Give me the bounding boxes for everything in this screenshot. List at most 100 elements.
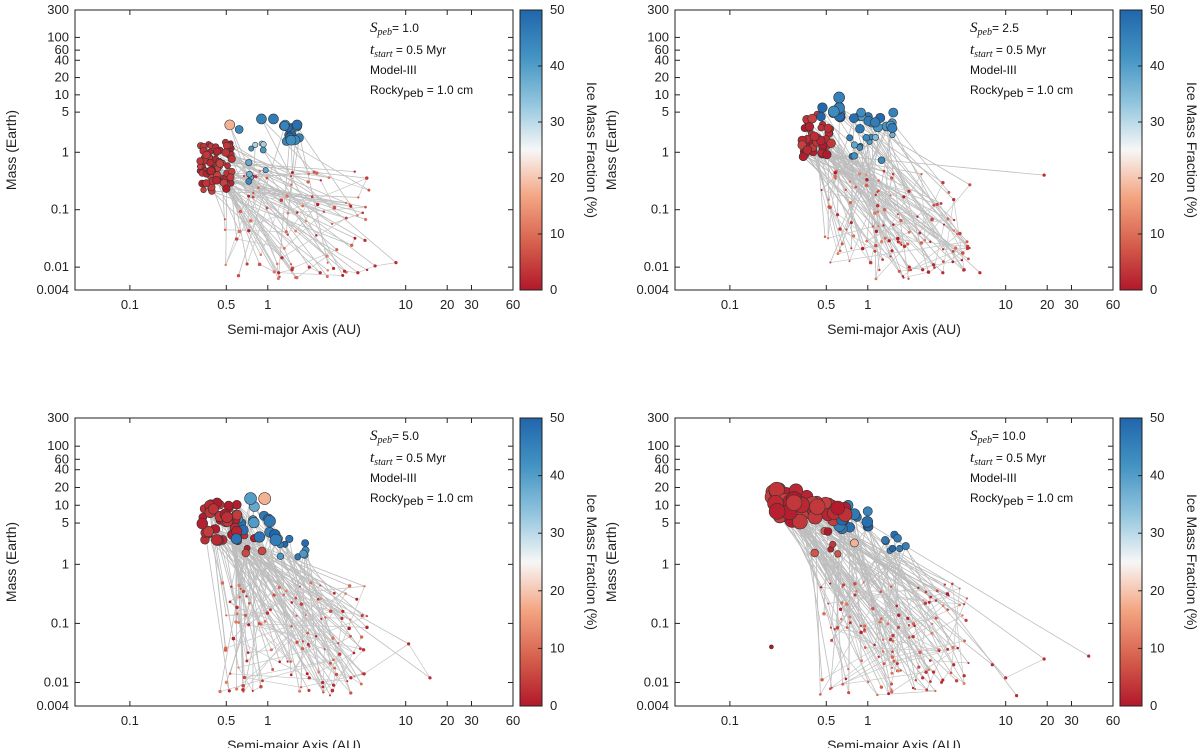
track-line: [308, 644, 352, 694]
track-line: [882, 604, 960, 641]
track-line: [236, 607, 262, 687]
small-body-point: [317, 670, 321, 674]
planet-point: [888, 544, 897, 553]
track-line: [291, 602, 363, 616]
small-body-point: [257, 262, 262, 267]
small-body-point: [348, 634, 352, 638]
track-line: [207, 531, 223, 584]
small-body-point: [394, 260, 398, 265]
small-body-point: [859, 630, 863, 635]
small-body-point: [967, 257, 970, 261]
track-line: [238, 518, 244, 686]
track-line: [316, 172, 369, 191]
track-line: [253, 192, 351, 207]
small-body-point: [913, 624, 916, 628]
colorbar: [519, 417, 543, 707]
track-line: [260, 172, 293, 255]
small-body-point: [861, 246, 865, 251]
small-body-point: [952, 197, 956, 202]
small-body-point: [348, 618, 352, 621]
small-body-point: [239, 587, 242, 591]
planet-point: [855, 123, 865, 134]
planet-point: [822, 150, 832, 160]
track-line: [834, 545, 907, 630]
track-line: [219, 659, 334, 692]
small-body-point: [879, 685, 884, 689]
planet-point: [768, 503, 786, 520]
y-tick-label: 20: [655, 70, 669, 85]
track-line: [820, 586, 924, 601]
track-line: [866, 203, 942, 242]
small-body-point: [873, 211, 877, 215]
small-body-point: [295, 211, 299, 214]
small-body-point: [822, 611, 826, 616]
track-line: [216, 539, 275, 596]
small-body-point: [319, 179, 322, 182]
planet-point: [221, 511, 233, 524]
y-tick-label: 0.004: [636, 282, 669, 297]
small-body-point: [962, 674, 966, 678]
small-body-point: [833, 174, 837, 179]
small-body-point: [867, 680, 870, 684]
track-line: [238, 585, 340, 655]
small-body-point: [304, 614, 307, 617]
small-body-point: [344, 216, 348, 220]
track-line: [834, 628, 893, 653]
colorbar-tick-label: 40: [1150, 468, 1164, 483]
small-body-point: [929, 595, 933, 599]
small-body-point: [853, 582, 857, 586]
track-line: [867, 526, 965, 684]
t-start-symbol: t: [370, 450, 375, 466]
small-body-point: [871, 225, 874, 228]
small-body-point: [365, 625, 369, 630]
track-line: [239, 596, 291, 662]
small-body-point: [978, 271, 982, 275]
small-body-point: [914, 679, 918, 682]
small-body-point: [890, 249, 894, 253]
planet-point: [823, 527, 833, 536]
small-body-point: [247, 229, 251, 233]
small-body-point: [965, 597, 969, 600]
track-line: [232, 177, 279, 279]
small-body-point: [874, 277, 878, 281]
small-body-point: [220, 581, 225, 585]
small-body-point: [908, 636, 911, 639]
small-body-point: [833, 171, 838, 175]
track-line: [795, 508, 926, 604]
y-tick-label: 0.004: [36, 698, 69, 713]
track-line: [839, 228, 909, 271]
small-body-point: [359, 635, 364, 639]
planet-point: [285, 134, 297, 146]
planet-point: [823, 123, 833, 133]
small-body-point: [294, 596, 298, 600]
small-body-point: [953, 246, 958, 250]
rocky-peb-symbol: Rocky: [370, 491, 403, 505]
small-body-point: [330, 688, 335, 693]
small-body-point: [361, 648, 366, 652]
small-body-point: [838, 249, 842, 253]
small-body-point: [854, 185, 858, 189]
colorbar-tick-label: 50: [1150, 410, 1164, 425]
track-line: [874, 173, 922, 252]
small-body-point: [307, 172, 311, 176]
track-line: [912, 636, 931, 682]
small-body-point: [365, 268, 369, 272]
small-body-point: [830, 686, 833, 689]
small-body-point: [863, 628, 866, 631]
track-line: [225, 610, 331, 649]
small-body-point: [290, 268, 294, 272]
colorbar-tick-label: 10: [1150, 640, 1164, 655]
small-body-point: [920, 172, 923, 176]
track-line: [250, 171, 261, 221]
small-body-point: [223, 218, 226, 221]
track-line: [828, 587, 919, 604]
small-body-point: [918, 650, 922, 655]
track-line: [915, 688, 936, 692]
small-body-point: [353, 675, 356, 678]
small-body-point: [295, 640, 299, 644]
small-body-point: [325, 275, 329, 279]
track-line: [208, 531, 409, 645]
small-body-point: [876, 210, 880, 214]
small-body-point: [307, 688, 311, 692]
small-body-point: [290, 625, 293, 628]
